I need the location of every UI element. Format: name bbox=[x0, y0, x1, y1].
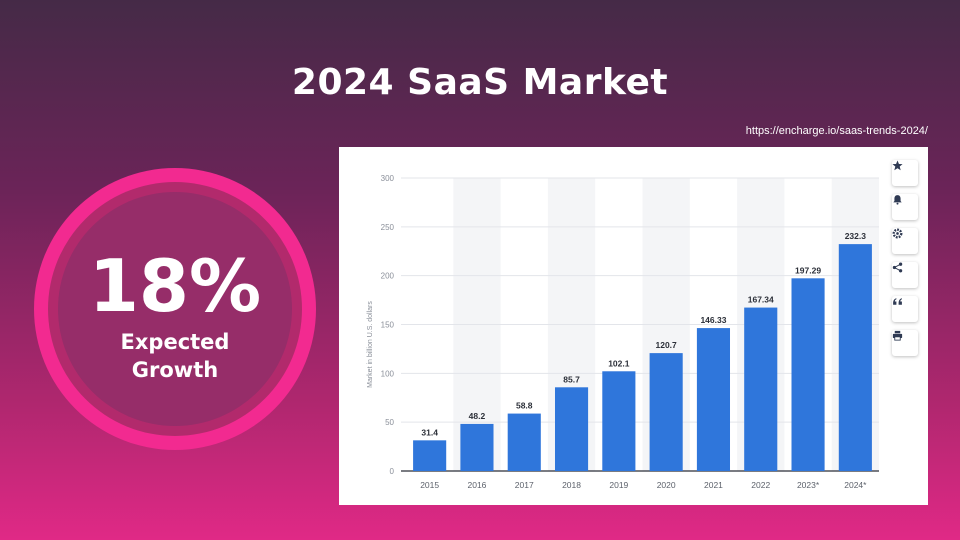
data-label: 120.7 bbox=[656, 340, 678, 350]
x-tick-label: 2022 bbox=[751, 480, 770, 490]
x-tick-label: 2017 bbox=[515, 480, 534, 490]
data-label: 58.8 bbox=[516, 401, 533, 411]
source-link[interactable]: https://encharge.io/saas-trends-2024/ bbox=[745, 125, 928, 137]
bar bbox=[413, 440, 447, 471]
x-tick-label: 2019 bbox=[609, 480, 628, 490]
share-icon[interactable] bbox=[892, 262, 918, 288]
data-label: 146.33 bbox=[700, 315, 726, 325]
x-tick-label: 2021 bbox=[704, 480, 723, 490]
y-tick-label: 100 bbox=[381, 369, 395, 378]
data-label: 167.34 bbox=[748, 295, 774, 305]
data-label: 232.3 bbox=[845, 231, 867, 241]
data-label: 102.1 bbox=[608, 358, 630, 368]
data-label: 85.7 bbox=[563, 374, 580, 384]
bar bbox=[507, 413, 541, 471]
y-tick-label: 250 bbox=[381, 223, 395, 232]
stat-ring-inner bbox=[48, 182, 302, 436]
x-tick-label: 2024* bbox=[844, 480, 867, 490]
bar bbox=[554, 387, 589, 471]
bar bbox=[649, 353, 683, 471]
bar bbox=[791, 278, 825, 471]
stat-ring-core bbox=[58, 192, 292, 426]
slide-title: 2024 SaaS Market bbox=[291, 62, 669, 103]
x-tick-label: 2020 bbox=[657, 480, 676, 490]
x-tick-label: 2015 bbox=[420, 480, 439, 490]
x-tick-label: 2023* bbox=[797, 480, 820, 490]
data-label: 197.29 bbox=[795, 265, 821, 275]
bar bbox=[602, 371, 636, 471]
quote-icon[interactable] bbox=[892, 296, 918, 322]
y-tick-label: 0 bbox=[390, 467, 395, 476]
bell-icon[interactable] bbox=[892, 194, 918, 220]
bar-chart: 0 50 100 150 200 250 300 Market in billion U.S.… bbox=[367, 174, 879, 490]
y-tick-label: 50 bbox=[385, 418, 394, 427]
data-label: 31.4 bbox=[421, 427, 438, 437]
x-tick-label: 2016 bbox=[467, 480, 486, 490]
data-label: 48.2 bbox=[469, 411, 486, 421]
print-icon[interactable] bbox=[892, 330, 918, 356]
stat-label-line2: Growth bbox=[131, 358, 219, 382]
bar bbox=[838, 244, 872, 471]
chart-card: 0 50 100 150 200 250 300 Market in billion U.S.… bbox=[339, 147, 928, 505]
bar bbox=[460, 423, 494, 471]
star-icon[interactable] bbox=[892, 160, 918, 186]
stat-label-line1: Expected bbox=[120, 330, 230, 354]
bar bbox=[696, 328, 731, 471]
y-tick-label: 150 bbox=[381, 321, 395, 330]
stat-value: 18% bbox=[88, 244, 262, 328]
y-axis-label: Market in billion U.S. dollars bbox=[367, 301, 374, 388]
gear-icon[interactable] bbox=[892, 228, 918, 254]
bar bbox=[744, 307, 778, 471]
y-tick-label: 300 bbox=[381, 174, 395, 183]
stat-ring: 18% Expected Growth bbox=[34, 168, 316, 450]
stat-label: Expected Growth bbox=[34, 328, 316, 384]
x-tick-label: 2018 bbox=[562, 480, 581, 490]
y-tick-label: 200 bbox=[381, 272, 395, 281]
